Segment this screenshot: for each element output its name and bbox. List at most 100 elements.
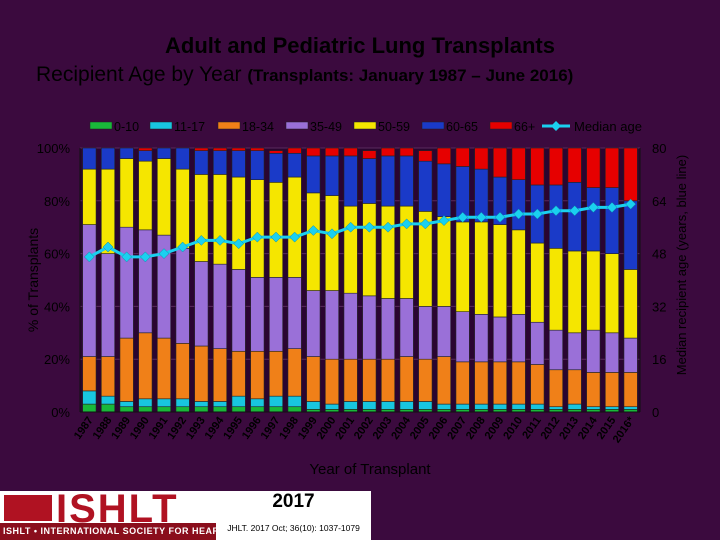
- x-tick-label-1992: 1992: [165, 415, 189, 442]
- bar-35-49-2003: [380, 298, 396, 360]
- legend-swatch-0-10: [89, 121, 113, 130]
- reference-box: 2017 JHLT. 2017 Oct; 36(10): 1037-1079: [216, 491, 371, 540]
- subtitle-main: Recipient Age by Year: [36, 63, 242, 86]
- bar-11-17-2003: [380, 401, 396, 410]
- bar-35-49-2012: [548, 329, 564, 371]
- bar-50-59-1992: [175, 168, 190, 249]
- median-point-2010: [513, 208, 525, 220]
- bar-11-17-2002: [362, 401, 377, 410]
- bar-35-49-2007: [455, 311, 470, 363]
- bar-60-65-1989: [119, 147, 134, 159]
- median-point-2015: [606, 202, 618, 213]
- median-point-2005: [419, 218, 431, 230]
- bar-11-17-1989: [119, 401, 134, 408]
- x-tick-label-2005: 2005: [408, 415, 432, 442]
- legend-label-66+: 66+: [514, 120, 535, 134]
- bar-35-49-2000: [324, 290, 340, 360]
- legend-label-11-17: 11-17: [174, 120, 205, 134]
- x-tick-label-2010: 2010: [501, 415, 525, 442]
- bar-18-34-2009: [492, 361, 508, 405]
- bar-50-59-2014: [586, 250, 601, 331]
- x-tick-label-2013: 2013: [557, 415, 581, 442]
- bar-60-65-1998: [287, 152, 302, 178]
- bar-11-17-1999: [306, 401, 321, 410]
- x-tick-label-1990: 1990: [128, 415, 152, 442]
- bar-50-59-2008: [474, 221, 489, 315]
- bar-11-17-2015: [604, 406, 620, 410]
- bar-18-34-1990: [138, 332, 153, 400]
- bar-66+-2011: [530, 147, 545, 186]
- x-tick-label-1988: 1988: [91, 415, 115, 442]
- bar-66+-2009: [492, 147, 508, 178]
- median-point-2007: [457, 211, 469, 223]
- bar-66+-1993: [194, 147, 209, 151]
- bar-35-49-2016*: [623, 337, 638, 373]
- bar-60-65-1987: [82, 147, 97, 170]
- logo-band: ISHLT • INTERNATIONAL SOCIETY FOR HEART …: [0, 523, 216, 540]
- bar-50-59-1993: [194, 174, 209, 262]
- y2-tick-label: 80: [652, 141, 666, 156]
- bar-11-17-2005: [418, 401, 433, 410]
- bar-35-49-1990: [138, 229, 153, 334]
- bar-50-59-2007: [455, 221, 470, 312]
- bar-66+-2005: [418, 150, 433, 162]
- bar-60-65-2006: [436, 163, 452, 217]
- bar-66+-1995: [231, 147, 246, 151]
- bar-11-17-2008: [474, 403, 489, 410]
- y-tick-label: 40%: [44, 299, 70, 314]
- bar-18-34-1987: [82, 356, 97, 392]
- bar-0-10-1995: [231, 406, 246, 413]
- bar-50-59-1995: [231, 176, 246, 270]
- bar-18-34-1998: [287, 348, 302, 397]
- bar-18-34-2013: [567, 369, 582, 405]
- bar-0-10-1992: [175, 406, 190, 413]
- legend-swatch-35-49: [285, 121, 309, 130]
- legend-label-median: Median age: [574, 119, 642, 134]
- bar-66+-2012: [548, 147, 564, 186]
- y-tick-label: 60%: [44, 247, 70, 262]
- legend-swatch-11-17: [149, 121, 173, 130]
- bar-60-65-2002: [362, 158, 377, 204]
- median-point-1995: [233, 238, 245, 250]
- bar-60-65-1995: [231, 150, 246, 178]
- bar-18-34-2010: [511, 361, 526, 405]
- bar-50-59-1987: [82, 168, 97, 225]
- median-point-1991: [158, 248, 170, 259]
- bar-60-65-2005: [418, 160, 433, 212]
- bar-50-59-1990: [138, 160, 153, 231]
- bar-60-65-1992: [175, 147, 190, 170]
- bar-35-49-1997: [268, 277, 284, 352]
- median-point-1999: [307, 225, 319, 236]
- legend-label-50-59: 50-59: [378, 120, 410, 134]
- x-tick-label-2014: 2014: [576, 414, 600, 442]
- bar-11-17-1995: [231, 395, 246, 408]
- bar-50-59-1998: [287, 176, 302, 278]
- bar-60-65-1999: [306, 155, 321, 194]
- median-point-2014: [587, 202, 599, 213]
- y-tick-label: 20%: [44, 352, 70, 367]
- bar-60-65-2000: [324, 155, 340, 196]
- y2-axis-title: Median recipient age (years, blue line): [674, 155, 689, 375]
- median-point-2012: [550, 205, 562, 217]
- bar-66+-1994: [212, 147, 228, 151]
- bar-18-34-2001: [343, 358, 358, 402]
- bar-35-49-2015: [604, 332, 620, 373]
- bar-18-34-1997: [268, 350, 284, 397]
- median-point-1989: [121, 251, 133, 263]
- bar-50-59-2002: [362, 203, 377, 297]
- bar-11-17-2007: [455, 403, 470, 410]
- bar-66+-1997: [268, 150, 284, 154]
- bar-60-65-1991: [156, 147, 172, 159]
- bar-35-49-2011: [530, 321, 545, 365]
- x-tick-label-1987: 1987: [72, 415, 96, 442]
- bar-50-59-2010: [511, 229, 526, 315]
- x-tick-label-2008: 2008: [464, 415, 488, 442]
- bar-50-59-2012: [548, 248, 564, 331]
- bar-18-34-2014: [586, 372, 601, 408]
- page-title: Adult and Pediatric Lung Transplants: [165, 33, 555, 58]
- bar-60-65-1994: [212, 150, 228, 175]
- bar-18-34-1989: [119, 337, 134, 402]
- bar-35-49-2006: [436, 306, 452, 357]
- bar-60-65-2001: [343, 155, 358, 207]
- bar-60-65-1996: [250, 150, 265, 180]
